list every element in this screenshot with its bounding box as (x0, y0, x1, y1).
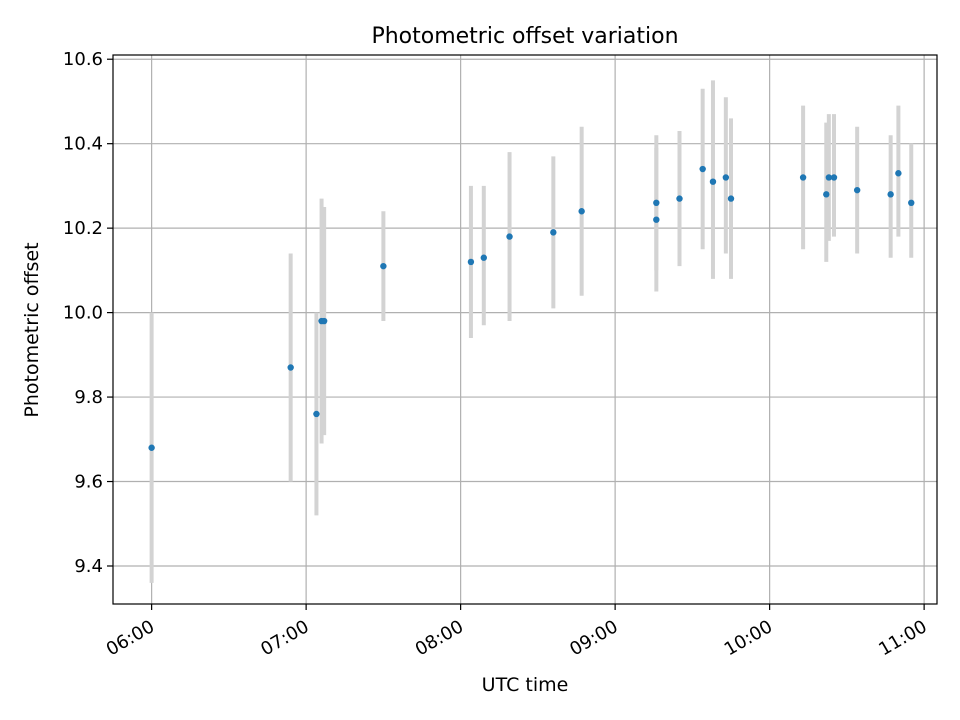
y-tick-label: 9.4 (74, 556, 103, 577)
data-point (908, 199, 915, 207)
data-point (480, 254, 487, 261)
data-point (727, 195, 735, 202)
data-point (653, 216, 660, 223)
grid (113, 55, 937, 604)
data-point (887, 191, 894, 198)
data-point (578, 208, 585, 215)
data-point (676, 195, 683, 202)
data-point (467, 258, 475, 266)
y-axis-ticks: 9.4 9.6 9.8 10.0 10.2 10.4 10.6 (63, 49, 113, 577)
data-point (506, 233, 513, 240)
y-axis-label: Photometric offset (21, 242, 43, 417)
y-tick-label: 10.0 (63, 303, 103, 324)
y-tick-label: 9.6 (74, 472, 103, 493)
data-point (709, 178, 717, 185)
plot-frame (112, 54, 938, 605)
data-point (823, 191, 830, 198)
data-point (550, 229, 557, 236)
data-point (853, 186, 861, 194)
y-tick-label: 10.2 (63, 218, 103, 239)
y-tick-label: 9.8 (74, 387, 103, 408)
y-tick-label: 10.4 (63, 134, 103, 155)
data-point (287, 364, 294, 371)
x-axis-label: UTC time (482, 674, 569, 696)
data-point (653, 199, 660, 207)
data-points (148, 165, 915, 451)
y-tick-label: 10.6 (63, 49, 103, 70)
data-point (380, 262, 387, 270)
data-point (148, 444, 155, 451)
data-point (313, 410, 320, 418)
data-point (320, 317, 328, 325)
data-point (830, 174, 838, 181)
data-point (799, 174, 807, 181)
data-point (895, 170, 902, 177)
data-point (699, 165, 706, 173)
data-point (825, 174, 833, 181)
chart-title: Photometric offset variation (371, 24, 678, 49)
data-point (722, 174, 730, 181)
